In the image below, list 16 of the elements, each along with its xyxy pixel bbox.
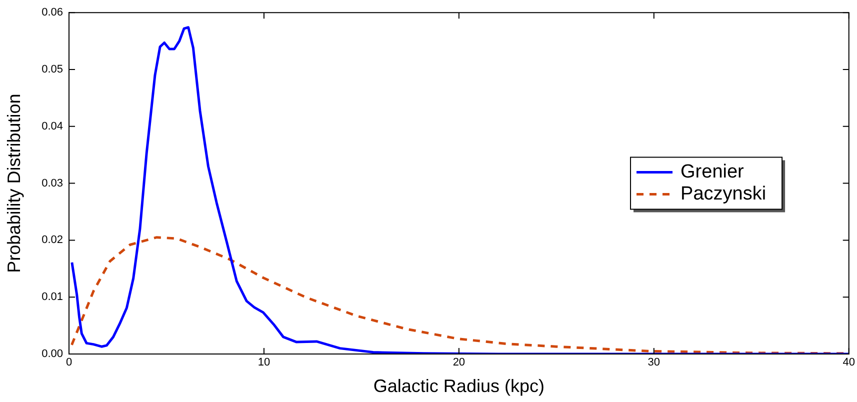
x-tick-label: 30 [648,356,660,369]
y-tick-label: 0.05 [42,64,63,76]
y-axis-title: Probability Distribution [4,94,24,273]
legend-label: Grenier [680,162,745,183]
x-tick-label: 10 [258,356,270,369]
x-tick-label: 40 [842,356,856,369]
y-tick-label: 0.00 [42,348,63,360]
y-tick-label: 0.02 [42,234,63,246]
x-axis-title: Galactic Radius (kpc) [373,376,544,396]
x-tick-label: 0 [66,356,72,369]
legend-label: Paczynski [680,184,766,205]
y-tick-label: 0.03 [42,177,63,190]
x-tick-label: 20 [452,356,466,369]
y-tick-label: 0.04 [42,120,63,132]
y-tick-label: 0.01 [42,291,63,304]
y-tick-label: 0.06 [42,6,63,19]
